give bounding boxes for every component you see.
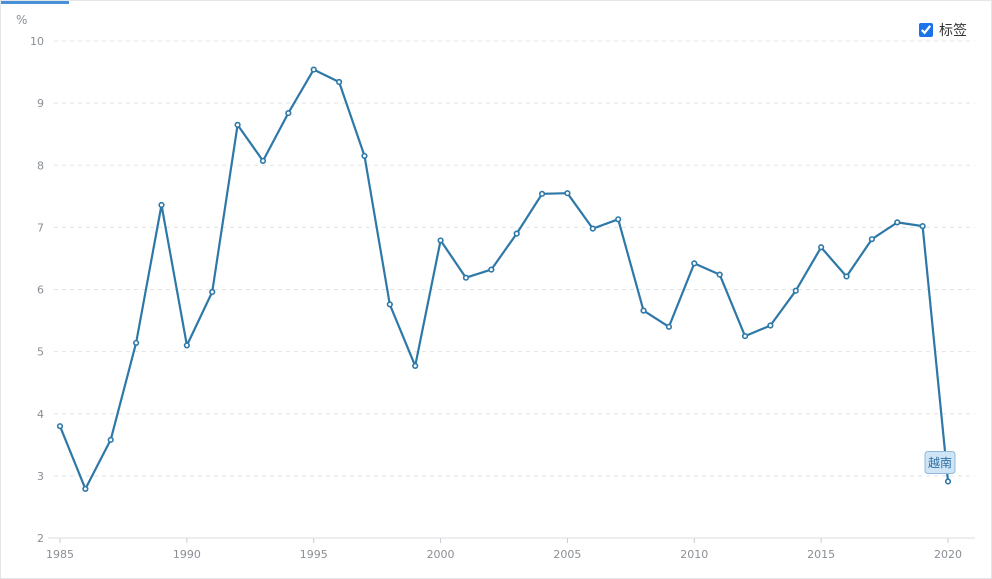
label-toggle[interactable]: 标签 xyxy=(919,20,967,40)
label-checkbox[interactable] xyxy=(919,23,933,37)
data-point[interactable] xyxy=(741,332,749,340)
series-tag-box xyxy=(924,450,956,474)
data-point[interactable] xyxy=(944,478,952,485)
data-point[interactable] xyxy=(894,219,901,226)
data-point[interactable] xyxy=(335,78,343,86)
data-point[interactable] xyxy=(513,230,520,237)
data-point[interactable] xyxy=(488,266,495,273)
active-tab-indicator xyxy=(1,1,69,4)
y-axis-unit: % xyxy=(16,13,27,27)
data-point[interactable] xyxy=(82,485,89,493)
y-tick-label: 4 xyxy=(37,408,44,421)
data-point[interactable] xyxy=(386,301,393,308)
data-point[interactable] xyxy=(234,121,241,128)
x-tick-label: 2010 xyxy=(680,548,708,561)
y-tick-label: 8 xyxy=(37,159,44,172)
y-tick-label: 9 xyxy=(37,97,44,110)
y-tick-label: 10 xyxy=(30,35,44,48)
grid-lines xyxy=(54,40,975,477)
data-point[interactable] xyxy=(564,190,571,197)
data-point[interactable] xyxy=(462,274,470,281)
data-point[interactable] xyxy=(259,157,267,165)
data-point[interactable] xyxy=(589,225,596,232)
data-point[interactable] xyxy=(868,236,875,243)
data-point[interactable] xyxy=(209,288,216,296)
data-point[interactable] xyxy=(716,271,723,278)
data-point[interactable] xyxy=(56,423,64,430)
series-layer xyxy=(56,66,952,493)
data-point[interactable] xyxy=(437,237,444,244)
axes: 2 3 4 5 6 7 8 9 10 1985 1990 1995 2000 2005 2010 2015 20… xyxy=(30,35,975,561)
y-tick-label: 7 xyxy=(37,221,44,234)
data-point[interactable] xyxy=(183,342,190,349)
x-tick-label: 1985 xyxy=(46,548,74,561)
x-tick-label: 1995 xyxy=(300,548,328,561)
series-tag-layer: 越南 xyxy=(924,450,956,474)
data-point[interactable] xyxy=(538,190,546,197)
data-point[interactable] xyxy=(361,152,368,160)
data-point[interactable] xyxy=(767,322,774,329)
data-point[interactable] xyxy=(412,362,419,370)
data-point[interactable] xyxy=(843,273,850,280)
series-tag-label: 越南 xyxy=(928,455,952,470)
x-tick-label: 2000 xyxy=(427,548,455,561)
y-tick-label: 2 xyxy=(37,532,44,545)
x-tick-label: 2020 xyxy=(934,548,962,561)
x-tick-label: 2005 xyxy=(553,548,581,561)
label-toggle-text: 标签 xyxy=(939,23,967,39)
data-point[interactable] xyxy=(133,339,140,347)
data-point[interactable] xyxy=(285,109,292,117)
data-point[interactable] xyxy=(615,216,622,223)
y-tick-label: 5 xyxy=(37,346,44,359)
series-line xyxy=(58,68,950,490)
data-point[interactable] xyxy=(919,223,926,230)
data-point[interactable] xyxy=(691,260,698,267)
data-point[interactable] xyxy=(818,244,825,251)
data-point[interactable] xyxy=(640,307,647,314)
x-tick-label: 1990 xyxy=(173,548,201,561)
data-point[interactable] xyxy=(310,66,317,73)
y-tick-label: 3 xyxy=(37,470,44,483)
x-tick-label: 2015 xyxy=(807,548,835,561)
data-point[interactable] xyxy=(107,436,114,443)
data-point[interactable] xyxy=(665,323,673,330)
y-tick-label: 6 xyxy=(37,284,44,297)
data-point[interactable] xyxy=(158,201,165,209)
data-point[interactable] xyxy=(792,287,799,294)
